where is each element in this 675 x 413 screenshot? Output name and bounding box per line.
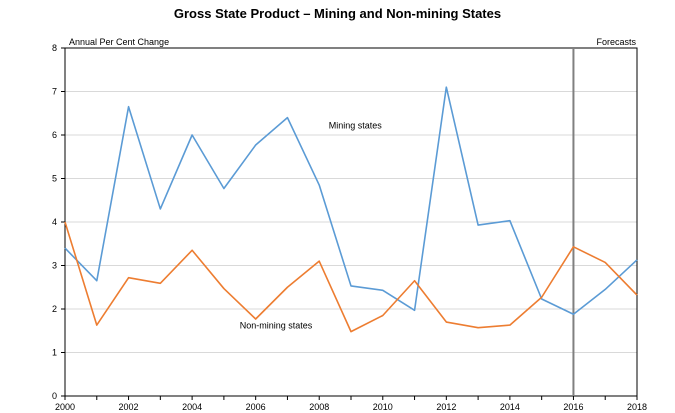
forecast-label: Forecasts (596, 37, 636, 47)
x-tick-label: 2006 (246, 402, 266, 412)
y-tick-label: 6 (52, 130, 57, 140)
mining-states-series-label: Mining states (329, 120, 383, 130)
y-axis-label: Annual Per Cent Change (69, 37, 169, 47)
y-tick-label: 1 (52, 348, 57, 358)
x-tick-label: 2016 (563, 402, 583, 412)
y-tick-label: 8 (52, 43, 57, 53)
axis-ticks: 0 1 2 3 4 5 6 7 8 2000 2002 2004 2006 2008 2010 2012 201… (52, 43, 647, 412)
y-tick-label: 3 (52, 261, 57, 271)
gridlines (65, 91, 637, 353)
series-line-mining-states (64, 86, 638, 316)
x-tick-label: 2012 (436, 402, 456, 412)
x-tick-label: 2008 (309, 402, 329, 412)
y-tick-label: 7 (52, 87, 57, 97)
y-tick-label: 4 (52, 217, 57, 227)
x-tick-label: 2014 (500, 402, 520, 412)
y-tick-label: 2 (52, 304, 57, 314)
x-tick-label: 2000 (55, 402, 75, 412)
chart-title: Gross State Product – Mining and Non-min… (173, 6, 502, 21)
x-tick-label: 2010 (373, 402, 393, 412)
x-tick-label: 2002 (119, 402, 139, 412)
series-line-non-mining-states (64, 221, 638, 333)
series-lines (64, 86, 638, 333)
y-tick-label: 0 (52, 391, 57, 401)
x-tick-label: 2018 (627, 402, 647, 412)
non-mining-states-series-label: Non-mining states (240, 321, 313, 331)
y-tick-label: 5 (52, 174, 57, 184)
x-tick-label: 2004 (182, 402, 202, 412)
